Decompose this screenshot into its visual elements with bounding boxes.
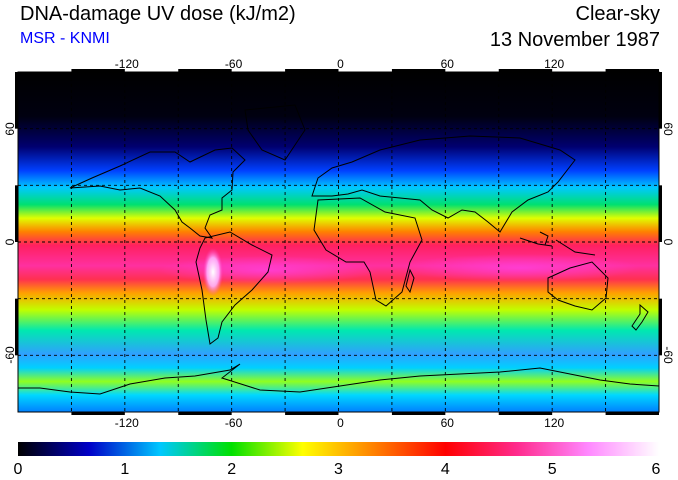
longitude-labels-bottom: -120 -60 0 60 120 (115, 416, 565, 430)
coast-new-zealand (631, 303, 649, 331)
hotspot-indo-pacific (400, 254, 640, 282)
lat-label-left-1: 60 (3, 122, 17, 136)
coast-australia (547, 261, 609, 311)
map-title: DNA-damage UV dose (kJ/m2) (20, 3, 296, 25)
frame-segment (285, 69, 339, 72)
lon-label-bottom-5: 120 (544, 416, 564, 430)
colorbar-label-6: 6 (652, 461, 661, 478)
lon-label-bottom-2: -60 (225, 416, 243, 430)
lon-label-bottom-4: 60 (441, 416, 455, 430)
longitude-labels-top: -120 -60 0 60 120 (115, 57, 565, 71)
lat-label-left-2: 0 (3, 238, 17, 245)
hotspot-andes (203, 248, 223, 296)
frame-segment (605, 412, 659, 415)
colorbar-label-1: 1 (120, 461, 129, 478)
frame-segment (15, 72, 18, 129)
latitude-labels-right: 60 0 -60 (661, 122, 675, 364)
frame-segment (659, 72, 662, 129)
map-date: 13 November 1987 (489, 29, 660, 51)
colorbar-label-5: 5 (548, 461, 557, 478)
frame-segment (178, 69, 232, 72)
lon-label-top-2: -60 (225, 57, 243, 71)
coast-south-america (195, 231, 273, 345)
frame-segment (285, 412, 339, 415)
lat-label-right-1: 60 (661, 122, 675, 136)
frame-ticks (15, 69, 662, 415)
coast-greenland (244, 104, 306, 161)
coast-africa (313, 197, 423, 307)
frame-segment (498, 69, 553, 72)
frame-segment (71, 69, 125, 72)
colorbar-label-3: 3 (334, 461, 343, 478)
coast-antarctica (18, 363, 660, 395)
frame-segment (15, 298, 18, 356)
latitude-labels-left: 60 0 -60 (3, 122, 17, 364)
frame-segment (71, 412, 125, 415)
frame-segment (605, 69, 659, 72)
frame-segment (391, 412, 446, 415)
lon-label-bottom-1: -120 (115, 416, 139, 430)
lat-lon-grid (18, 72, 659, 412)
frame-segment (178, 412, 232, 415)
coastlines (18, 104, 660, 395)
colorbar-label-4: 4 (441, 461, 450, 478)
frame-segment (659, 185, 662, 242)
colorbar-label-2: 2 (227, 461, 236, 478)
coast-north-america (69, 147, 246, 239)
lat-label-left-3: -60 (3, 346, 17, 364)
frame-segment (15, 185, 18, 242)
lon-label-top-4: 60 (441, 57, 455, 71)
lat-label-right-2: 0 (661, 239, 675, 246)
frame-segment (391, 69, 446, 72)
colorbar-labels: 0 1 2 3 4 5 6 (14, 461, 661, 478)
coast-madagascar (405, 268, 415, 294)
lon-label-top-1: -120 (115, 57, 139, 71)
frame-segment (498, 412, 553, 415)
source-label: MSR - KNMI (20, 30, 110, 47)
lon-label-bottom-3: 0 (337, 416, 344, 430)
colorbar (18, 442, 659, 456)
coast-eurasia (311, 135, 576, 233)
lon-label-top-5: 120 (544, 57, 564, 71)
colorbar-label-0: 0 (14, 461, 23, 478)
frame-segment (659, 298, 662, 356)
lat-label-right-3: -60 (661, 346, 675, 364)
sky-condition: Clear-sky (575, 3, 660, 25)
lon-label-top-3: 0 (337, 57, 344, 71)
